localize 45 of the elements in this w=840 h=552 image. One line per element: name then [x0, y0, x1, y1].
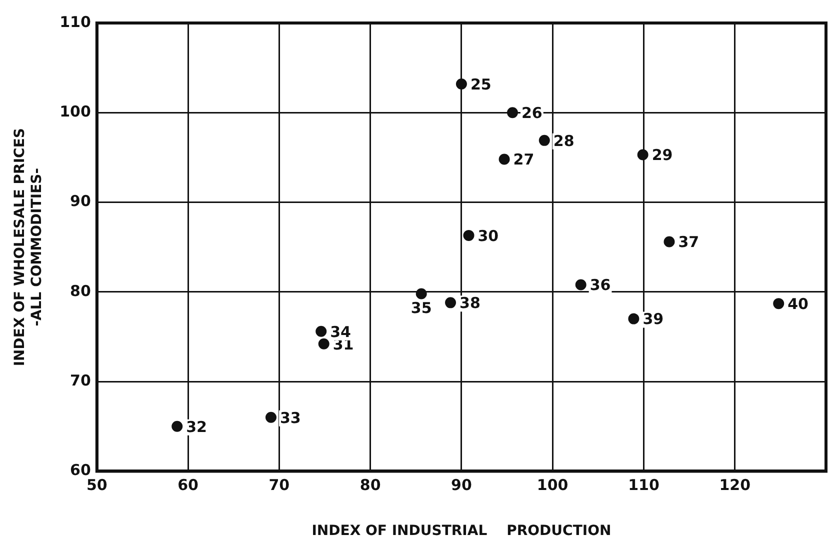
- point: [538, 134, 550, 146]
- annotation: 36: [590, 276, 611, 294]
- y-tick-label: 70: [70, 371, 91, 390]
- annotation: 39: [642, 310, 664, 328]
- point: [445, 297, 456, 308]
- x-tick-label: 110: [628, 476, 660, 494]
- annotation: 26: [521, 104, 542, 122]
- point: [172, 420, 183, 432]
- point: [265, 412, 276, 423]
- annotation: 28: [553, 132, 574, 150]
- point: [628, 313, 640, 324]
- point: [318, 338, 330, 350]
- y-axis-title: INDEX OF WHOLESALE PRICES -ALL COMMODITIES-: [12, 128, 45, 366]
- y-tick-label: 90: [70, 192, 91, 210]
- y-tick-label: 100: [60, 102, 91, 121]
- x-tick-label: 120: [719, 476, 751, 494]
- annotation: 38: [460, 294, 480, 312]
- annotation: 29: [652, 146, 673, 164]
- x-tick-label: 100: [536, 476, 568, 494]
- point: [416, 288, 427, 300]
- point: [575, 279, 586, 290]
- annotation: 32: [186, 418, 207, 436]
- y-tick-label: 110: [60, 12, 91, 31]
- x-axis-title: INDEX OF INDUSTRIAL PRODUCTION: [312, 523, 612, 540]
- point: [316, 326, 327, 337]
- annotation: 25: [470, 75, 492, 94]
- annotation: 40: [788, 294, 808, 313]
- x-tick-label: 80: [360, 476, 381, 494]
- point: [773, 298, 784, 310]
- x-tick-label: 90: [451, 476, 472, 494]
- annotation: 35: [410, 299, 432, 318]
- point: [637, 149, 648, 160]
- annotation: 30: [478, 226, 499, 245]
- x-tick-label: 60: [178, 476, 198, 494]
- annotation: 33: [280, 408, 301, 427]
- point: [456, 78, 467, 90]
- y-tick-label: 80: [70, 282, 91, 300]
- point: [506, 107, 518, 118]
- point: [498, 154, 510, 165]
- annotation: 34: [330, 322, 351, 341]
- point: [463, 230, 474, 241]
- annotation: 37: [678, 233, 700, 252]
- annotation: 27: [513, 150, 534, 169]
- x-tick-label: 70: [268, 476, 290, 494]
- point: [664, 236, 675, 248]
